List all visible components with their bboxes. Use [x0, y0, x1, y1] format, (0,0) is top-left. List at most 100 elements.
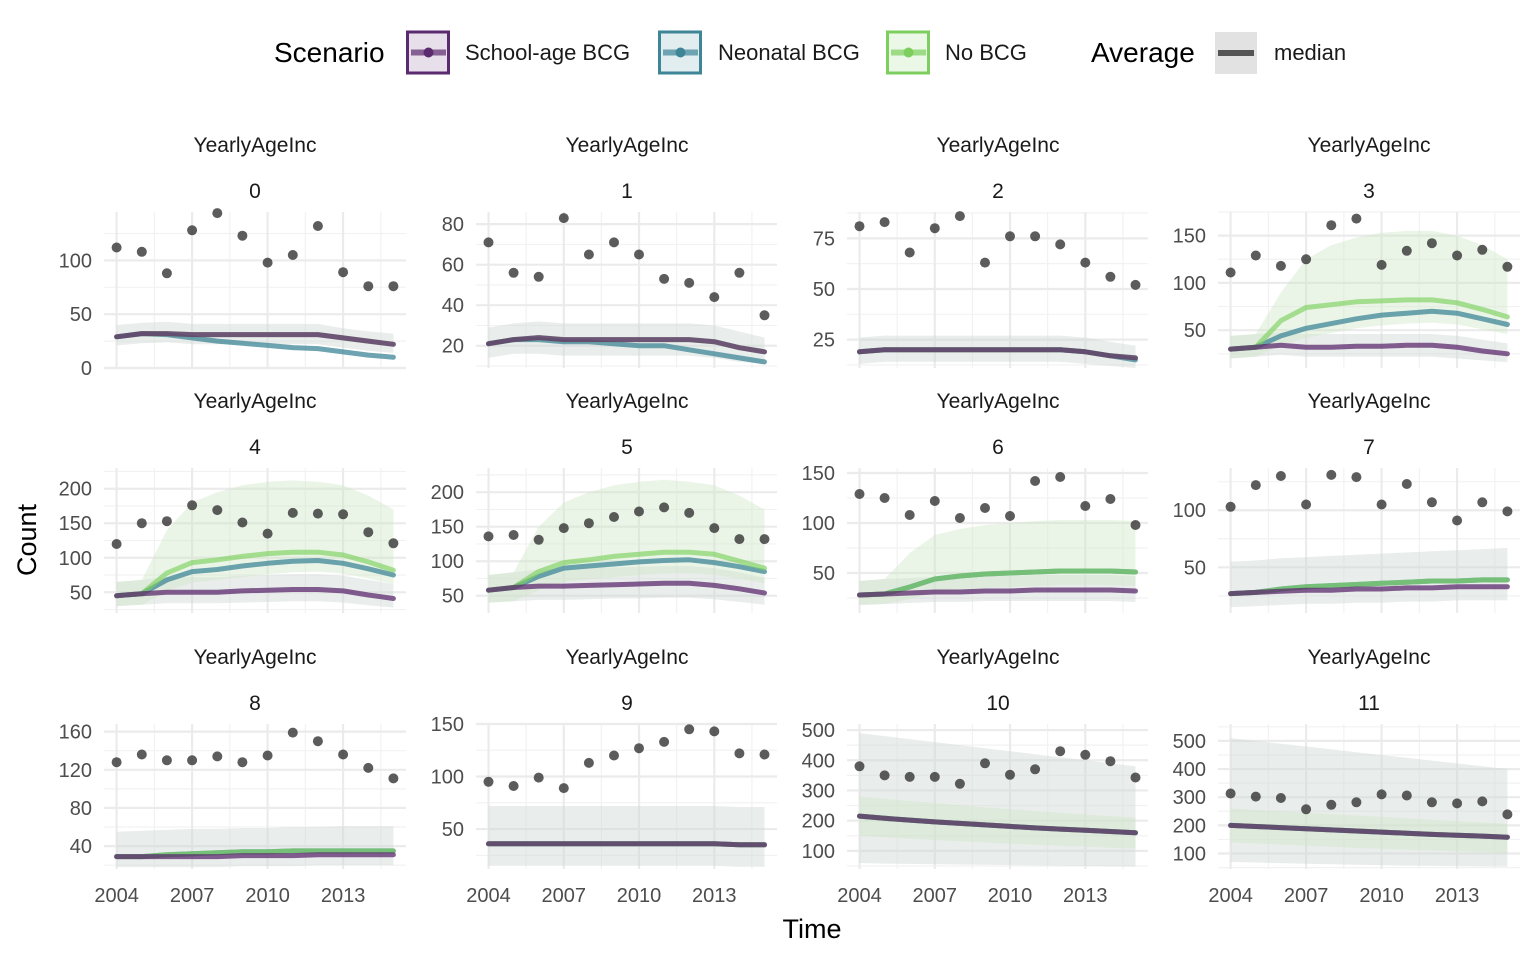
y-tick-label: 100 — [1173, 844, 1206, 866]
data-point — [879, 217, 890, 228]
data-point — [312, 508, 323, 519]
data-point — [1477, 796, 1488, 807]
legend-label-0: School-age BCG — [465, 40, 630, 65]
x-tick-label: 2013 — [692, 885, 737, 907]
y-tick-label: 50 — [442, 819, 464, 841]
y-tick-label: 150 — [59, 513, 92, 535]
panel-strip-label: 7 — [1363, 436, 1375, 459]
uncertainty-band — [1230, 547, 1508, 608]
legend-average-label: median — [1274, 40, 1346, 65]
y-tick-label: 100 — [1173, 500, 1206, 522]
y-tick-label: 60 — [442, 255, 464, 277]
x-tick-label: 2013 — [1063, 885, 1108, 907]
data-point — [954, 513, 965, 523]
data-point — [1452, 515, 1463, 526]
data-point — [287, 507, 298, 518]
data-point — [1351, 213, 1362, 224]
data-point — [759, 534, 770, 545]
x-tick-label: 2013 — [1435, 885, 1480, 907]
data-point — [1250, 480, 1261, 491]
panel-8: YearlyAgeInc 8 40 80 120 160 2004 2007 2010 2013 — [59, 646, 406, 907]
median-line-0 — [1228, 584, 1510, 597]
panel-strip-name: YearlyAgeInc — [1308, 646, 1431, 669]
data-point — [1477, 244, 1488, 255]
median-line-0 — [1228, 342, 1510, 357]
x-tick-label: 2004 — [466, 885, 511, 907]
data-point — [161, 755, 172, 766]
data-point — [980, 257, 990, 268]
y-tick-label: 100 — [1173, 273, 1206, 295]
data-point — [1452, 250, 1463, 261]
median-line-0 — [114, 587, 396, 601]
data-point — [111, 539, 122, 549]
data-point — [1275, 793, 1286, 803]
x-tick-label: 2010 — [1359, 885, 1404, 907]
data-point — [508, 267, 519, 278]
data-point — [1130, 772, 1141, 783]
data-point — [854, 761, 865, 772]
data-point — [1301, 499, 1312, 510]
median-line-0 — [1228, 822, 1510, 840]
legend-average-title: Average — [1091, 37, 1195, 68]
uncertainty-band — [116, 321, 394, 353]
data-point — [161, 268, 172, 279]
data-point — [709, 292, 720, 303]
y-tick-label: 200 — [59, 479, 92, 501]
data-point — [1326, 469, 1337, 480]
data-point — [533, 534, 544, 545]
data-point — [759, 749, 770, 760]
data-point — [1005, 231, 1015, 242]
panel-9: YearlyAgeInc 9 50 100 150 2004 2007 2010 2013 — [431, 646, 777, 907]
data-point — [634, 249, 644, 260]
data-point — [583, 518, 594, 529]
data-point — [558, 213, 569, 224]
data-point — [1055, 746, 1066, 757]
median-line-0 — [114, 331, 396, 347]
data-point — [1351, 797, 1362, 808]
data-point — [709, 523, 720, 534]
y-tick-label: 20 — [442, 336, 464, 358]
data-point — [483, 531, 494, 542]
y-tick-label: 120 — [59, 760, 92, 782]
y-tick-label: 150 — [802, 463, 835, 485]
data-point — [237, 230, 248, 241]
data-point — [338, 267, 349, 278]
x-tick-label: 2004 — [1208, 885, 1253, 907]
median-line-0 — [486, 841, 767, 848]
data-point — [1376, 499, 1387, 510]
y-tick-label: 50 — [1184, 557, 1206, 579]
data-point — [1301, 804, 1312, 815]
legend-key-point-2 — [903, 47, 914, 58]
data-point — [1250, 250, 1261, 261]
data-point — [558, 523, 569, 534]
data-point — [111, 757, 122, 768]
data-point — [508, 781, 519, 791]
data-point — [634, 743, 644, 754]
data-point — [1426, 497, 1437, 508]
panel-strip-label: 5 — [621, 436, 633, 459]
data-point — [1030, 231, 1041, 242]
y-tick-label: 200 — [1173, 815, 1206, 837]
data-point — [929, 771, 940, 782]
data-point — [879, 493, 890, 503]
y-tick-label: 50 — [442, 586, 464, 608]
data-point — [1326, 799, 1337, 810]
median-line-2 — [114, 549, 396, 599]
data-point — [483, 776, 494, 787]
data-point — [759, 310, 770, 321]
data-point — [1452, 798, 1463, 809]
median-line-1 — [114, 558, 396, 599]
data-point — [1301, 254, 1312, 265]
y-tick-label: 80 — [442, 214, 464, 236]
data-point — [659, 502, 670, 513]
y-tick-label: 100 — [59, 548, 92, 570]
panel-strip-name: YearlyAgeInc — [1308, 134, 1431, 157]
data-point — [212, 208, 223, 219]
median-line-1 — [1228, 308, 1510, 352]
y-tick-label: 40 — [70, 836, 92, 858]
data-point — [1502, 506, 1513, 517]
y-tick-label: 200 — [431, 482, 464, 504]
data-point — [262, 750, 273, 761]
data-point — [1401, 790, 1412, 801]
y-tick-label: 50 — [70, 304, 92, 326]
